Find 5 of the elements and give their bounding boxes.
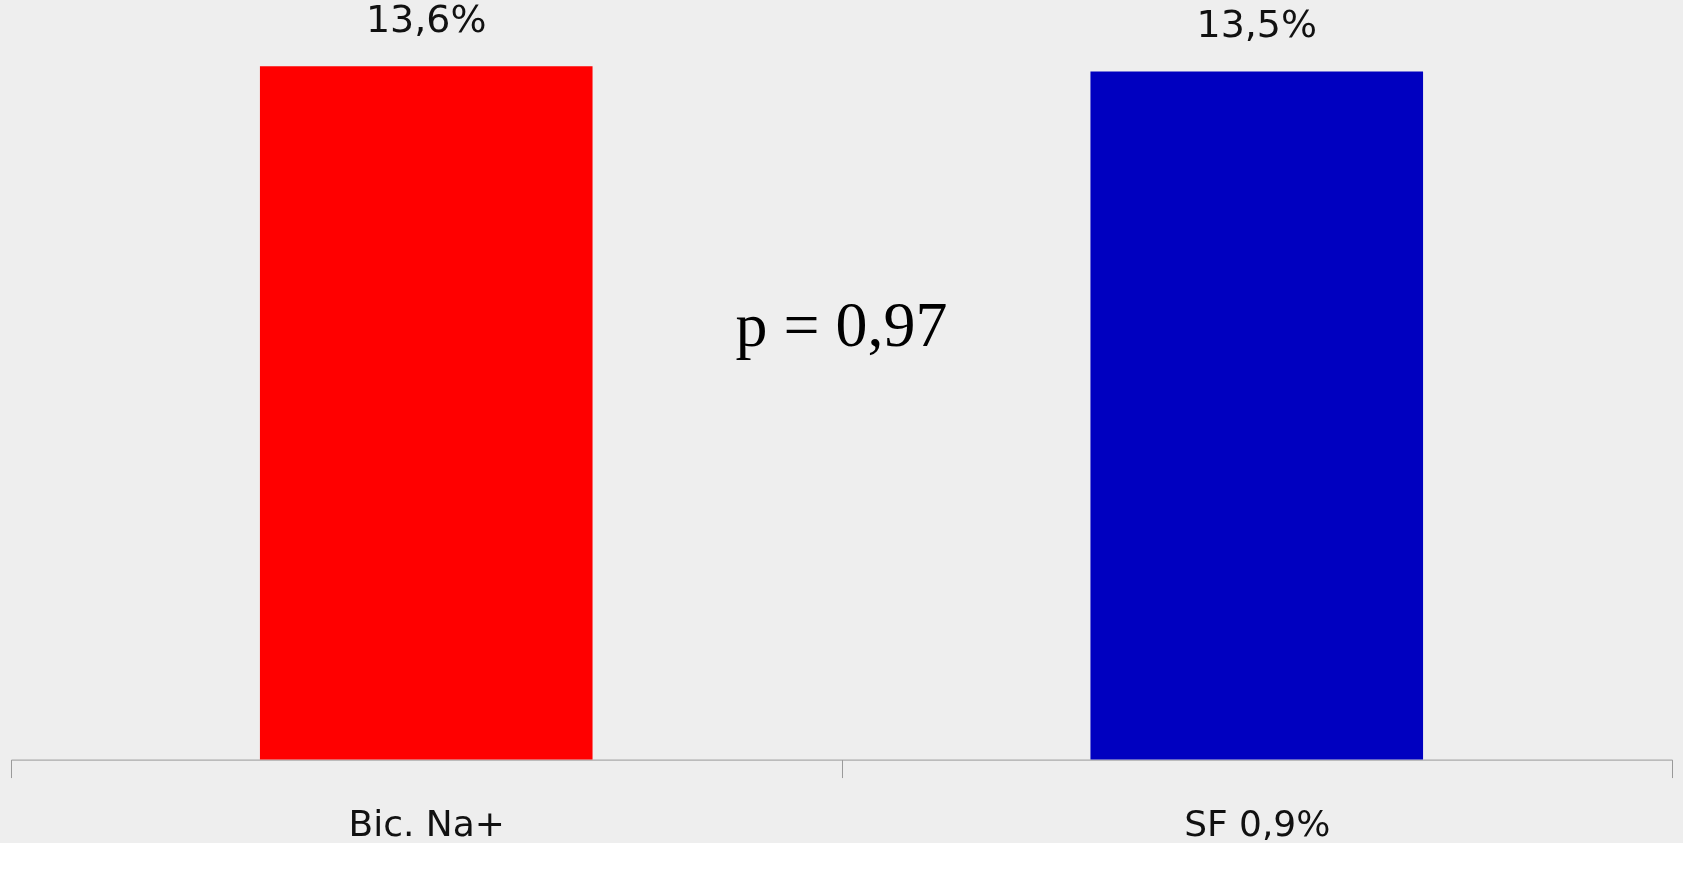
x-tick-label: SF 0,9% xyxy=(1184,803,1331,845)
annotation: p = 0,97 xyxy=(735,288,948,360)
data-label: 13,6% xyxy=(365,0,487,42)
data-label: 13,5% xyxy=(1196,2,1318,47)
x-tick-label: Bic. Na+ xyxy=(348,803,505,845)
